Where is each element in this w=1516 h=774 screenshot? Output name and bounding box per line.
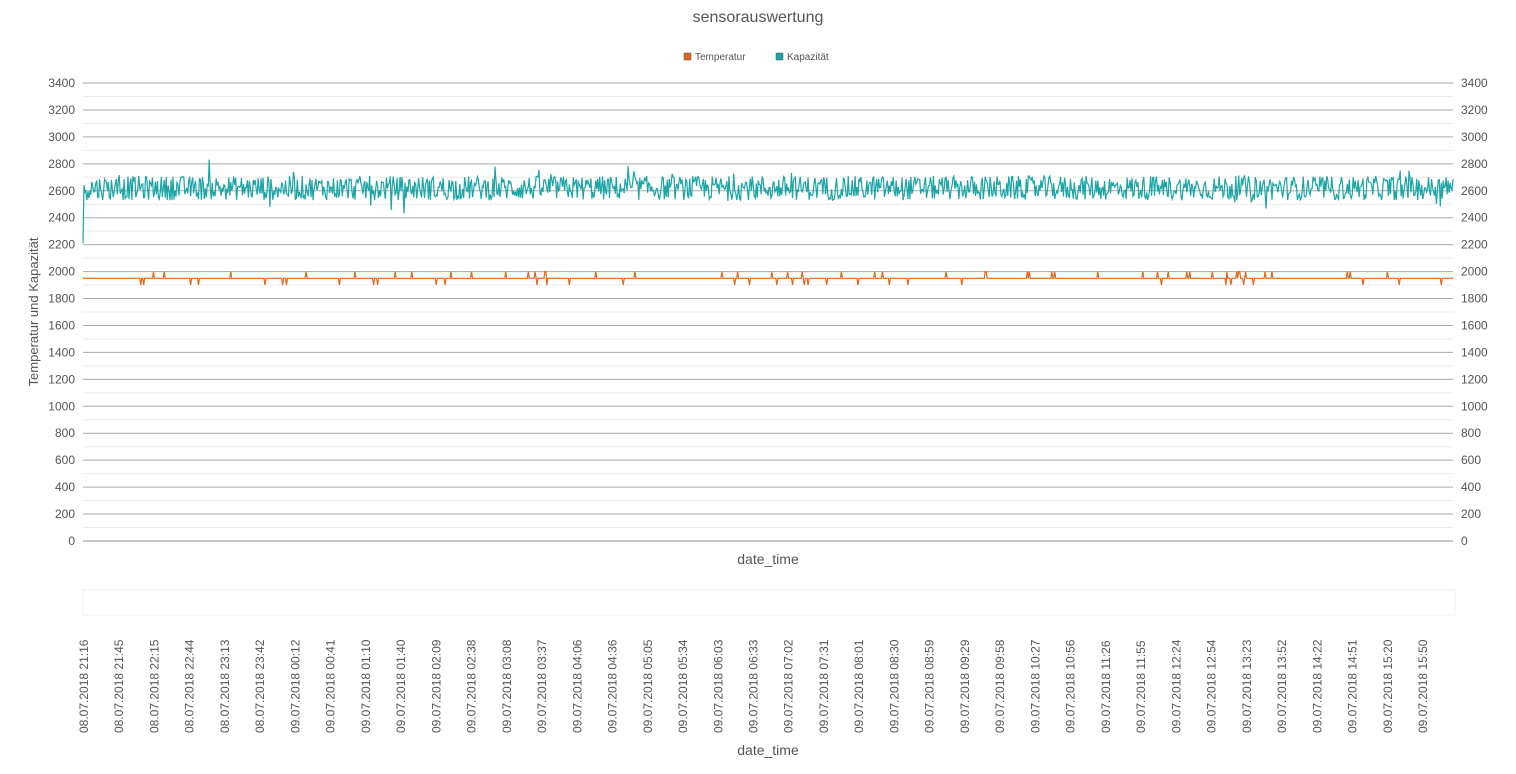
- gridlines: [83, 82, 1453, 542]
- x-tick-label: 08.07.2018 22:44: [183, 639, 197, 733]
- x-tick-label: 09.07.2018 01:10: [359, 639, 373, 733]
- legend: Temperatur Kapazität: [683, 52, 829, 63]
- legend-swatch-temperatur: [683, 52, 692, 61]
- x-tick-label: 09.07.2018 08:30: [887, 639, 901, 733]
- y-tick-label-right: 2600: [1461, 184, 1488, 198]
- y-tick-label-right: 2800: [1461, 157, 1488, 171]
- x-tick-label: 09.07.2018 02:09: [429, 639, 443, 733]
- y-tick-label: 0: [68, 534, 75, 548]
- y-tick-label: 2000: [48, 265, 75, 279]
- legend-swatch-kapazitaet: [775, 52, 784, 61]
- y-tick-label: 1600: [48, 318, 75, 332]
- y-tick-label: 1800: [48, 292, 75, 306]
- y-tick-label: 200: [55, 507, 75, 521]
- y-tick-label: 400: [55, 480, 75, 494]
- x-tick-label: 09.07.2018 08:01: [852, 639, 866, 733]
- y-tick-label: 800: [55, 426, 75, 440]
- x-tick-label: 09.07.2018 10:56: [1064, 639, 1078, 733]
- x-axis-label-bottom: date_time: [737, 742, 799, 758]
- x-tick-label: 09.07.2018 15:20: [1381, 639, 1395, 733]
- x-tick-label: 09.07.2018 02:38: [465, 639, 479, 733]
- x-tick-label: 09.07.2018 14:22: [1310, 639, 1324, 733]
- y-tick-label-right: 1000: [1461, 399, 1488, 413]
- x-tick-label: 09.07.2018 03:37: [535, 639, 549, 733]
- y-tick-label-right: 1600: [1461, 318, 1488, 332]
- x-tick-label: 09.07.2018 15:50: [1416, 639, 1430, 733]
- x-tick-label: 09.07.2018 12:24: [1169, 639, 1183, 733]
- chart-title: sensorauswertung: [693, 9, 824, 26]
- y-tick-label: 1000: [48, 399, 75, 413]
- x-tick-label: 09.07.2018 10:27: [1028, 639, 1042, 733]
- x-tick-label: 09.07.2018 03:08: [500, 639, 514, 733]
- y-axis-left: 0 200 400 600 800 1000 1200 1400 1600 1800 2000 220…: [48, 76, 75, 548]
- x-tick-label: 09.07.2018 14:51: [1346, 639, 1360, 733]
- x-tick-label: 08.07.2018 23:42: [253, 639, 267, 733]
- x-tick-label: 09.07.2018 12:54: [1205, 639, 1219, 733]
- y-tick-label-right: 3400: [1461, 76, 1488, 90]
- x-tick-label: 09.07.2018 11:26: [1099, 640, 1113, 733]
- x-tick-label: 09.07.2018 00:41: [324, 639, 338, 733]
- x-tick-label: 09.07.2018 05:05: [641, 639, 655, 733]
- x-tick-label: 09.07.2018 11:55: [1134, 640, 1148, 733]
- y-tick-label: 2200: [48, 238, 75, 252]
- x-axis-label: date_time: [737, 551, 799, 567]
- x-tick-label: 09.07.2018 06:03: [711, 639, 725, 733]
- y-tick-label: 600: [55, 453, 75, 467]
- legend-label-kapazitaet: Kapazität: [787, 52, 829, 63]
- x-tick-label: 09.07.2018 05:34: [676, 639, 690, 733]
- x-tick-label: 09.07.2018 09:29: [958, 639, 972, 733]
- y-tick-label-right: 600: [1461, 453, 1481, 467]
- y-tick-label: 2600: [48, 184, 75, 198]
- y-tick-label-right: 1200: [1461, 372, 1488, 386]
- y-tick-label-right: 3200: [1461, 103, 1488, 117]
- y-tick-label-right: 2400: [1461, 211, 1488, 225]
- y-axis-right: 0 200 400 600 800 1000 1200 1400 1600 1800 2000 220…: [1461, 76, 1488, 548]
- x-tick-label: 09.07.2018 09:58: [993, 639, 1007, 733]
- y-tick-label: 3400: [48, 76, 75, 90]
- legend-label-temperatur: Temperatur: [695, 52, 746, 63]
- series-line-temperatur: [83, 271, 1453, 286]
- y-tick-label-right: 2200: [1461, 238, 1488, 252]
- x-tick-label: 08.07.2018 21:16: [77, 639, 91, 733]
- y-tick-label: 3000: [48, 130, 75, 144]
- y-tick-label: 2400: [48, 211, 75, 225]
- x-tick-label: 09.07.2018 01:40: [394, 639, 408, 733]
- y-tick-label-right: 400: [1461, 480, 1481, 494]
- y-tick-label-right: 800: [1461, 426, 1481, 440]
- x-tick-label: 08.07.2018 21:45: [112, 639, 126, 733]
- x-tick-label: 09.07.2018 06:33: [747, 639, 761, 733]
- x-tick-label: 09.07.2018 13:23: [1240, 639, 1254, 733]
- y-tick-label: 3200: [48, 103, 75, 117]
- x-tick-label: 08.07.2018 22:15: [147, 639, 161, 733]
- x-tick-label: 08.07.2018 23:13: [218, 639, 232, 733]
- x-tick-label: 09.07.2018 04:36: [606, 639, 620, 733]
- y-tick-label: 1200: [48, 372, 75, 386]
- y-tick-label: 1400: [48, 345, 75, 359]
- x-axis-tick-labels: 08.07.2018 21:16 08.07.2018 21:45 08.07.20…: [77, 639, 1430, 733]
- y-tick-label-right: 2000: [1461, 265, 1488, 279]
- y-tick-label-right: 0: [1461, 534, 1468, 548]
- x-tick-label: 09.07.2018 07:02: [782, 639, 796, 733]
- y-tick-label: 2800: [48, 157, 75, 171]
- x-tick-label: 09.07.2018 07:31: [817, 639, 831, 733]
- y-tick-label-right: 1400: [1461, 345, 1488, 359]
- y-tick-label-right: 3000: [1461, 130, 1488, 144]
- y-tick-label-right: 1800: [1461, 292, 1488, 306]
- range-navigator[interactable]: [82, 589, 1456, 616]
- x-tick-label: 09.07.2018 13:52: [1275, 639, 1289, 733]
- x-tick-label: 09.07.2018 08:59: [923, 639, 937, 733]
- series-layer: [82, 159, 1454, 286]
- y-tick-label-right: 200: [1461, 507, 1481, 521]
- series-line-kapazitaet: [82, 159, 1454, 244]
- y-axis-label: Temperatur und Kapazität: [26, 237, 41, 386]
- x-tick-label: 09.07.2018 04:06: [570, 639, 584, 733]
- x-tick-label: 09.07.2018 00:12: [288, 639, 302, 733]
